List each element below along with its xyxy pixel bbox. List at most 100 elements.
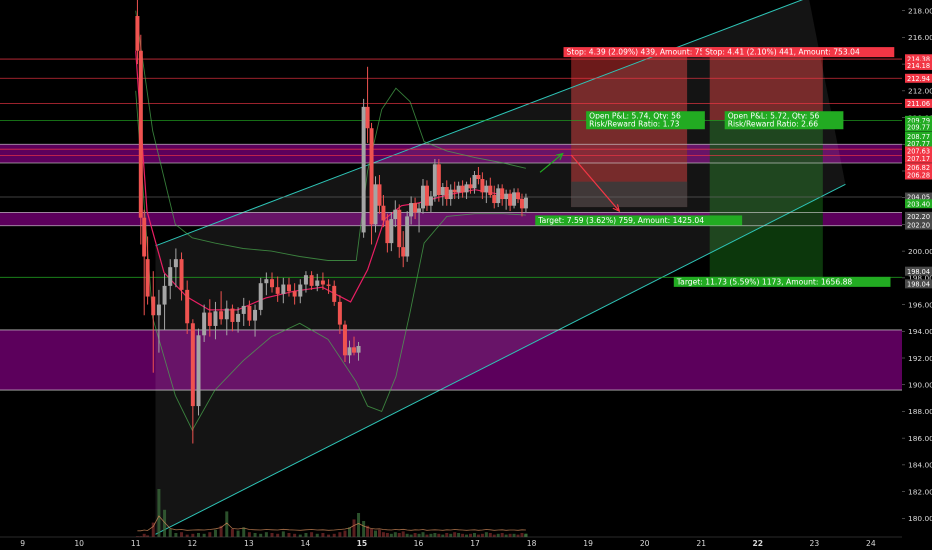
candle-body[interactable] bbox=[309, 275, 314, 286]
candle-body[interactable] bbox=[512, 192, 517, 206]
candle-body[interactable] bbox=[405, 216, 410, 257]
y-tick-label: 194.00 bbox=[908, 327, 932, 336]
candle-body[interactable] bbox=[145, 259, 150, 297]
candle-body[interactable] bbox=[320, 280, 325, 285]
candle-body[interactable] bbox=[253, 309, 258, 321]
candle-body[interactable] bbox=[393, 209, 398, 220]
candle-body[interactable] bbox=[356, 345, 361, 353]
candle-body[interactable] bbox=[315, 280, 320, 286]
volume-bar bbox=[343, 530, 347, 537]
candle-body[interactable] bbox=[365, 106, 370, 129]
candle-body[interactable] bbox=[224, 308, 229, 320]
candle-body[interactable] bbox=[168, 267, 173, 286]
candle-body[interactable] bbox=[207, 312, 212, 326]
candle-body[interactable] bbox=[303, 275, 308, 285]
candle-body[interactable] bbox=[448, 189, 453, 200]
candle-body[interactable] bbox=[424, 185, 429, 206]
candle-body[interactable] bbox=[460, 185, 465, 193]
candle-body[interactable] bbox=[138, 50, 143, 218]
candle-body[interactable] bbox=[385, 220, 390, 244]
candle-body[interactable] bbox=[298, 284, 303, 297]
candle-body[interactable] bbox=[381, 205, 386, 221]
candle-body[interactable] bbox=[151, 296, 156, 316]
candle-body[interactable] bbox=[452, 189, 457, 193]
candle-body[interactable] bbox=[389, 219, 394, 244]
candle-body[interactable] bbox=[377, 184, 382, 206]
candle-body[interactable] bbox=[236, 313, 241, 322]
candle-body[interactable] bbox=[484, 185, 489, 193]
candle-body[interactable] bbox=[444, 187, 449, 200]
candle-body[interactable] bbox=[440, 187, 445, 196]
candle-body[interactable] bbox=[156, 304, 161, 316]
candle-body[interactable] bbox=[428, 196, 433, 206]
candle-body[interactable] bbox=[286, 284, 291, 292]
candle-body[interactable] bbox=[472, 174, 477, 189]
candle-body[interactable] bbox=[456, 185, 461, 193]
candle-body[interactable] bbox=[219, 311, 224, 320]
candle-body[interactable] bbox=[421, 185, 426, 209]
candle-body[interactable] bbox=[347, 347, 352, 356]
candle-body[interactable] bbox=[332, 285, 337, 302]
candle-body[interactable] bbox=[162, 285, 167, 305]
candle-body[interactable] bbox=[258, 283, 263, 310]
candle-body[interactable] bbox=[516, 192, 521, 200]
candle-body[interactable] bbox=[476, 174, 481, 179]
candle-body[interactable] bbox=[432, 164, 437, 197]
candle-body[interactable] bbox=[247, 305, 252, 321]
candle-body[interactable] bbox=[500, 188, 505, 200]
volume-bar bbox=[208, 532, 212, 537]
candle-body[interactable] bbox=[504, 193, 509, 200]
candle-body[interactable] bbox=[275, 287, 280, 294]
candle-body[interactable] bbox=[270, 279, 275, 288]
candle-body[interactable] bbox=[523, 197, 528, 209]
channel-upper-line[interactable] bbox=[155, 0, 809, 247]
y-tick-label: 186.00 bbox=[908, 434, 932, 443]
price-tag bbox=[905, 139, 932, 149]
candle-body[interactable] bbox=[401, 247, 406, 257]
candle-body[interactable] bbox=[190, 323, 195, 407]
candle-body[interactable] bbox=[488, 185, 493, 196]
candle-body[interactable] bbox=[409, 203, 414, 217]
long-arrow[interactable] bbox=[539, 153, 564, 173]
candle-body[interactable] bbox=[342, 324, 347, 356]
candle-body[interactable] bbox=[292, 291, 297, 297]
candle-body[interactable] bbox=[179, 259, 184, 290]
candle-body[interactable] bbox=[519, 199, 524, 209]
candle-body[interactable] bbox=[464, 184, 469, 193]
candle-body[interactable] bbox=[202, 312, 207, 336]
candle-body[interactable] bbox=[373, 184, 378, 225]
candle-body[interactable] bbox=[369, 128, 374, 225]
candle-body[interactable] bbox=[413, 203, 418, 213]
candle-body[interactable] bbox=[397, 209, 402, 248]
short-arrow[interactable] bbox=[570, 154, 620, 212]
candle-body[interactable] bbox=[480, 179, 485, 193]
volume-bar bbox=[524, 534, 528, 537]
candle-body[interactable] bbox=[173, 259, 178, 268]
candle-body[interactable] bbox=[196, 335, 201, 407]
candle-body[interactable] bbox=[135, 16, 140, 51]
candle-body[interactable] bbox=[496, 188, 501, 204]
candle-body[interactable] bbox=[213, 311, 218, 326]
candle-body[interactable] bbox=[185, 289, 190, 324]
volume-bar bbox=[225, 511, 229, 537]
channel-lower-line[interactable] bbox=[155, 183, 846, 535]
volume-bar bbox=[174, 533, 178, 537]
candle-body[interactable] bbox=[352, 347, 357, 353]
candle-body[interactable] bbox=[337, 301, 342, 325]
candle-body[interactable] bbox=[281, 284, 286, 294]
trade-label-box bbox=[724, 119, 844, 130]
volume-bar bbox=[347, 527, 351, 537]
candle-body[interactable] bbox=[264, 279, 269, 284]
candle-body[interactable] bbox=[417, 208, 422, 213]
candle-body[interactable] bbox=[241, 305, 246, 314]
candle-body[interactable] bbox=[326, 284, 331, 286]
volume-bar bbox=[151, 522, 155, 537]
candle-body[interactable] bbox=[361, 106, 366, 233]
candle-body[interactable] bbox=[508, 193, 513, 206]
candle-body[interactable] bbox=[492, 195, 497, 204]
candle-body[interactable] bbox=[142, 217, 147, 257]
candle-body[interactable] bbox=[230, 308, 235, 322]
candle-body[interactable] bbox=[468, 184, 473, 189]
candle-body[interactable] bbox=[436, 164, 441, 196]
